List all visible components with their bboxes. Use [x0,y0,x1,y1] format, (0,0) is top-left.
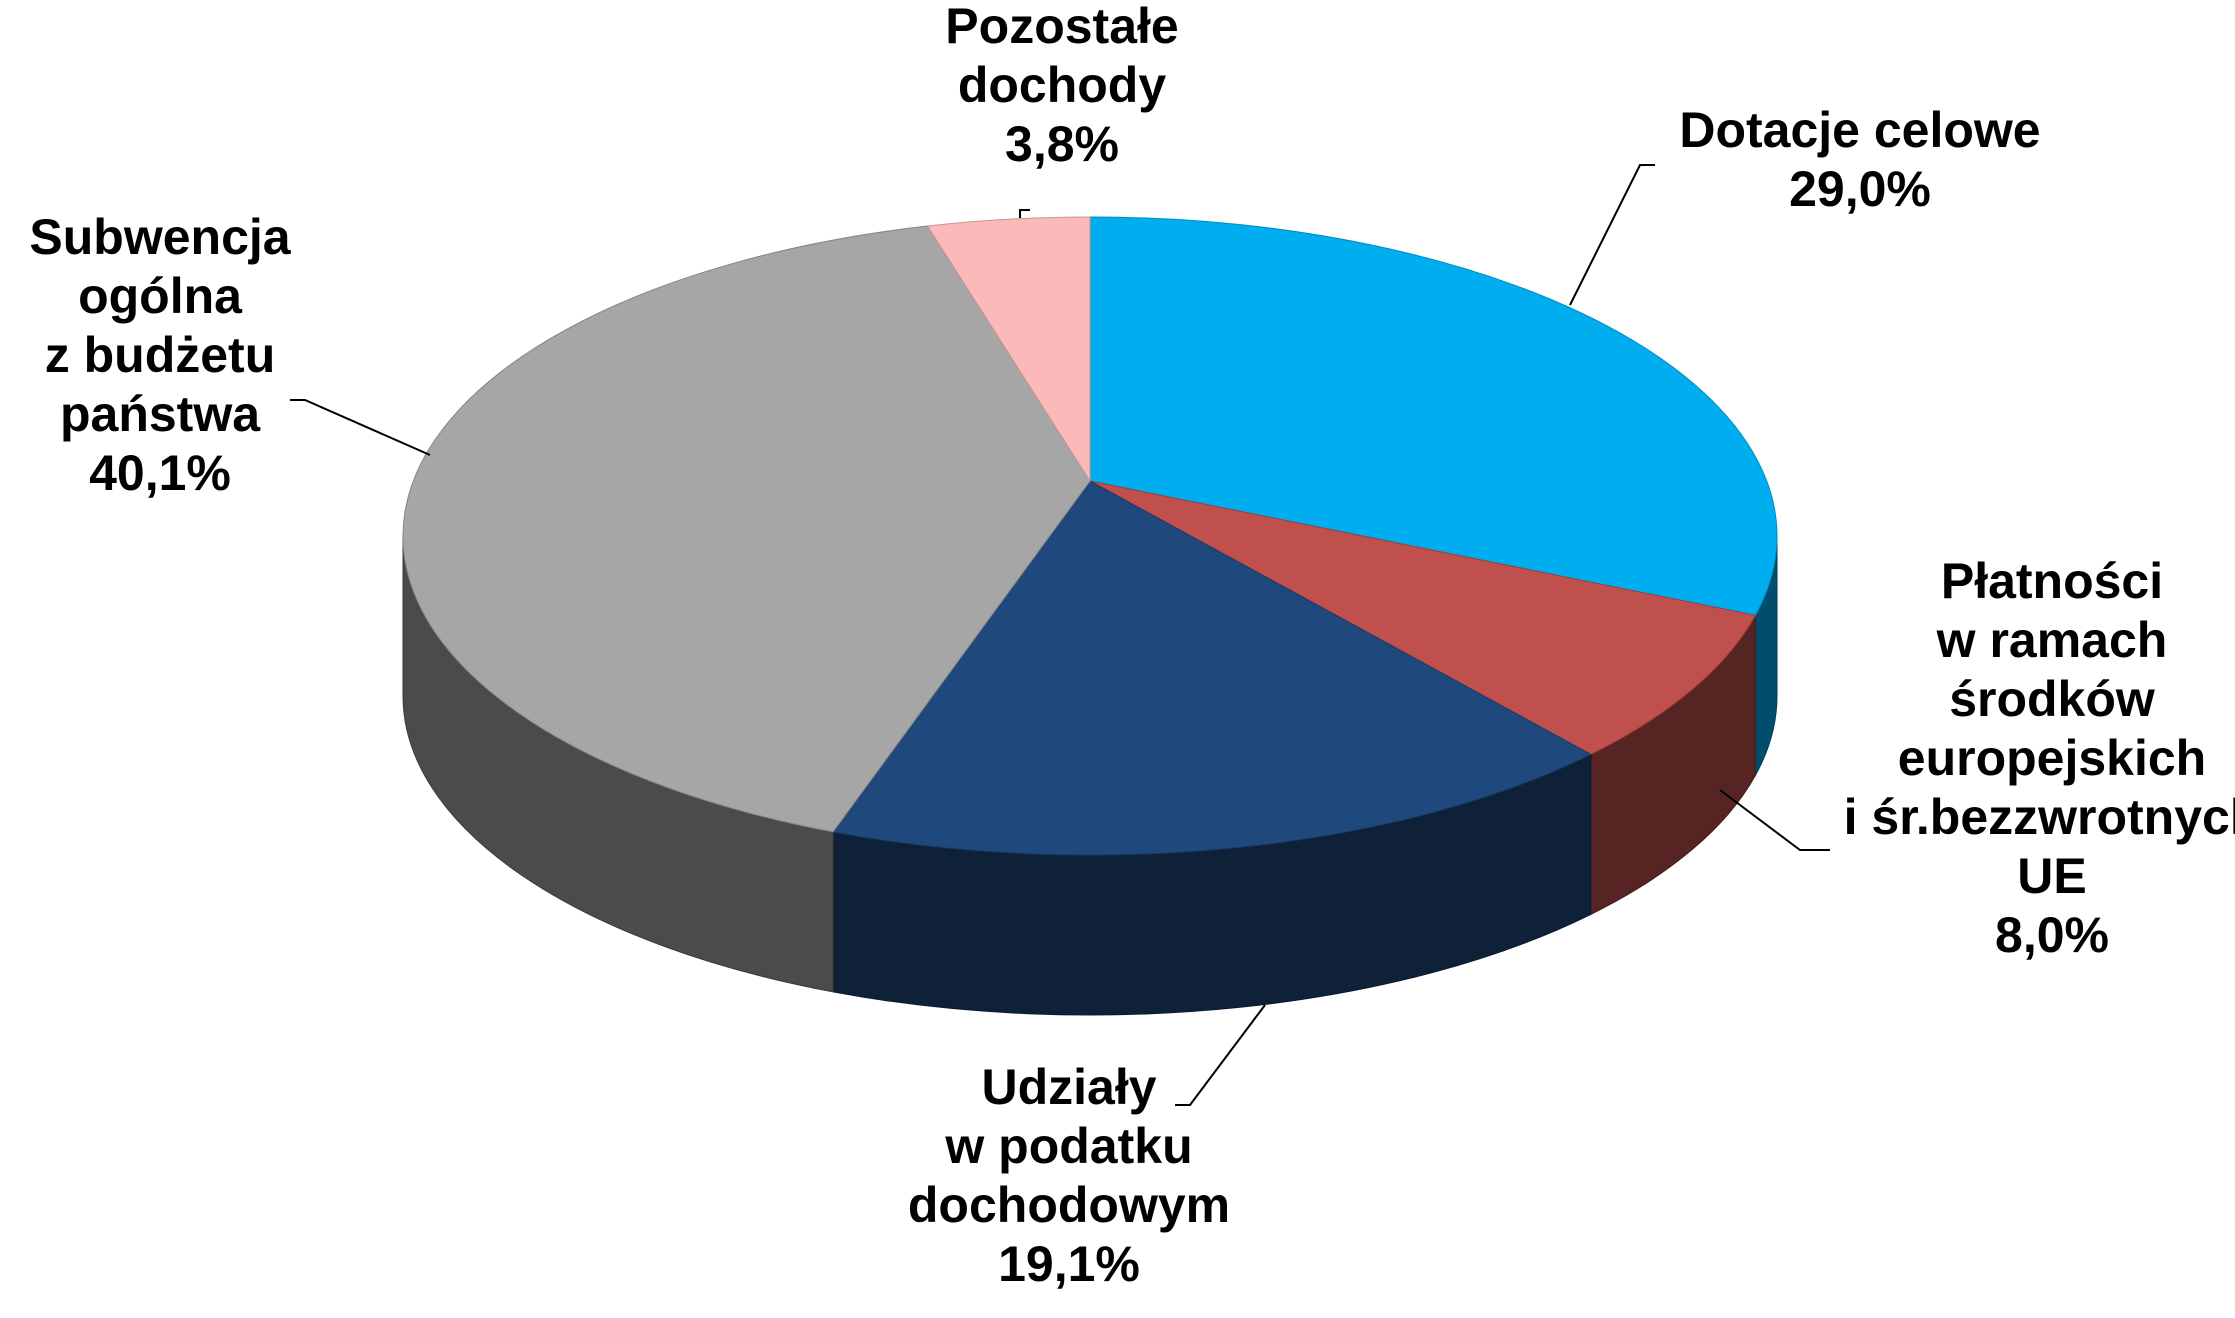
data-label-line: Udziały [981,1059,1156,1115]
data-label-line: dochodowym [908,1177,1230,1233]
data-label-line: w ramach [1936,612,2168,668]
data-label-value: 3,8% [1005,116,1119,172]
data-label: Udziały w podatku dochodowym 19,1% [908,1059,1230,1292]
data-label-line: Pozostałe [945,0,1178,54]
data-label-line: i śr.bezzwrotnych [1844,789,2235,845]
data-label-line: UE [2017,848,2086,904]
data-label: Płatności w ramach środków europejskich i śr… [1844,553,2235,963]
data-label: Pozostałe dochody 3,8% [945,0,1178,172]
leader-line [1175,1004,1266,1106]
leader-line [1019,209,1030,218]
data-label-line: dochody [958,57,1167,113]
data-label-line: państwa [60,386,261,442]
data-label-line: Subwencja [29,209,291,265]
pie-slice [832,480,1592,856]
data-label-line: Dotacje celowe [1679,102,2040,158]
data-label: Subwencja ogólna z budżetu państwa 40,1% [29,209,291,501]
leader-line [290,399,431,456]
pie-slice [402,225,1091,833]
leader-line [1569,164,1655,306]
pie-tops [402,216,1778,856]
data-label-value: 40,1% [89,445,231,501]
pie-slice [1089,480,1757,755]
data-label-line: europejskich [1898,730,2206,786]
data-label-value: 19,1% [998,1236,1140,1292]
leader-line [1719,789,1830,851]
data-label-value: 29,0% [1789,161,1931,217]
pie-slice [926,216,1091,483]
data-label-line: z budżetu [45,327,276,383]
leader-lines [290,164,1830,1106]
pie-slice [1089,216,1778,616]
data-label: Dotacje celowe 29,0% [1679,102,2040,217]
data-label-value: 8,0% [1995,907,2109,963]
data-label-line: w podatku [944,1118,1192,1174]
data-label-line: ogólna [78,268,243,324]
data-label-line: środków [1949,671,2155,727]
data-label-line: Płatności [1941,553,2163,609]
